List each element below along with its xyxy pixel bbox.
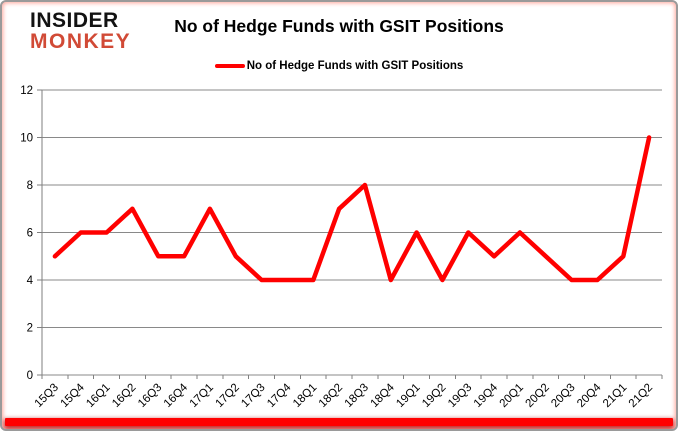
svg-text:17Q3: 17Q3 — [239, 382, 267, 410]
svg-text:16Q4: 16Q4 — [162, 381, 191, 410]
svg-text:0: 0 — [27, 370, 33, 382]
logo-text-monkey: MONKEY — [30, 29, 132, 53]
svg-text:19Q1: 19Q1 — [394, 382, 422, 410]
svg-text:15Q3: 15Q3 — [33, 382, 61, 410]
svg-text:21Q1: 21Q1 — [601, 382, 629, 410]
svg-text:18Q1: 18Q1 — [291, 382, 319, 410]
svg-text:2: 2 — [27, 323, 33, 335]
svg-text:17Q4: 17Q4 — [265, 381, 294, 410]
svg-text:19Q3: 19Q3 — [446, 382, 474, 410]
svg-text:12: 12 — [20, 85, 33, 97]
svg-text:20Q1: 20Q1 — [498, 382, 526, 410]
svg-text:15Q4: 15Q4 — [58, 381, 87, 410]
svg-text:6: 6 — [27, 228, 33, 240]
svg-text:19Q2: 19Q2 — [420, 382, 448, 410]
svg-text:21Q2: 21Q2 — [627, 382, 655, 410]
svg-text:18Q2: 18Q2 — [317, 382, 345, 410]
svg-text:20Q4: 20Q4 — [575, 381, 604, 410]
svg-text:16Q3: 16Q3 — [136, 382, 164, 410]
svg-text:16Q2: 16Q2 — [110, 382, 138, 410]
bottom-accent-bar — [5, 418, 673, 426]
svg-text:16Q1: 16Q1 — [84, 382, 112, 410]
chart-title: No of Hedge Funds with GSIT Positions — [174, 16, 504, 36]
insider-monkey-logo: INSIDER MONKEY — [30, 9, 132, 53]
svg-text:19Q4: 19Q4 — [472, 381, 501, 410]
svg-text:20Q3: 20Q3 — [549, 382, 577, 410]
svg-text:4: 4 — [27, 275, 34, 287]
svg-text:20Q2: 20Q2 — [523, 382, 551, 410]
legend-label: No of Hedge Funds with GSIT Positions — [246, 60, 464, 72]
svg-text:17Q1: 17Q1 — [188, 382, 216, 410]
logo-text-insider: INSIDER — [30, 9, 119, 32]
svg-text:17Q2: 17Q2 — [213, 382, 241, 410]
svg-text:18Q4: 18Q4 — [368, 381, 397, 410]
legend-line-swatch — [214, 64, 245, 68]
svg-text:8: 8 — [27, 180, 33, 192]
svg-text:10: 10 — [20, 133, 33, 145]
chart-legend: No of Hedge Funds with GSIT Positions — [2, 60, 676, 72]
svg-text:18Q3: 18Q3 — [343, 382, 371, 410]
